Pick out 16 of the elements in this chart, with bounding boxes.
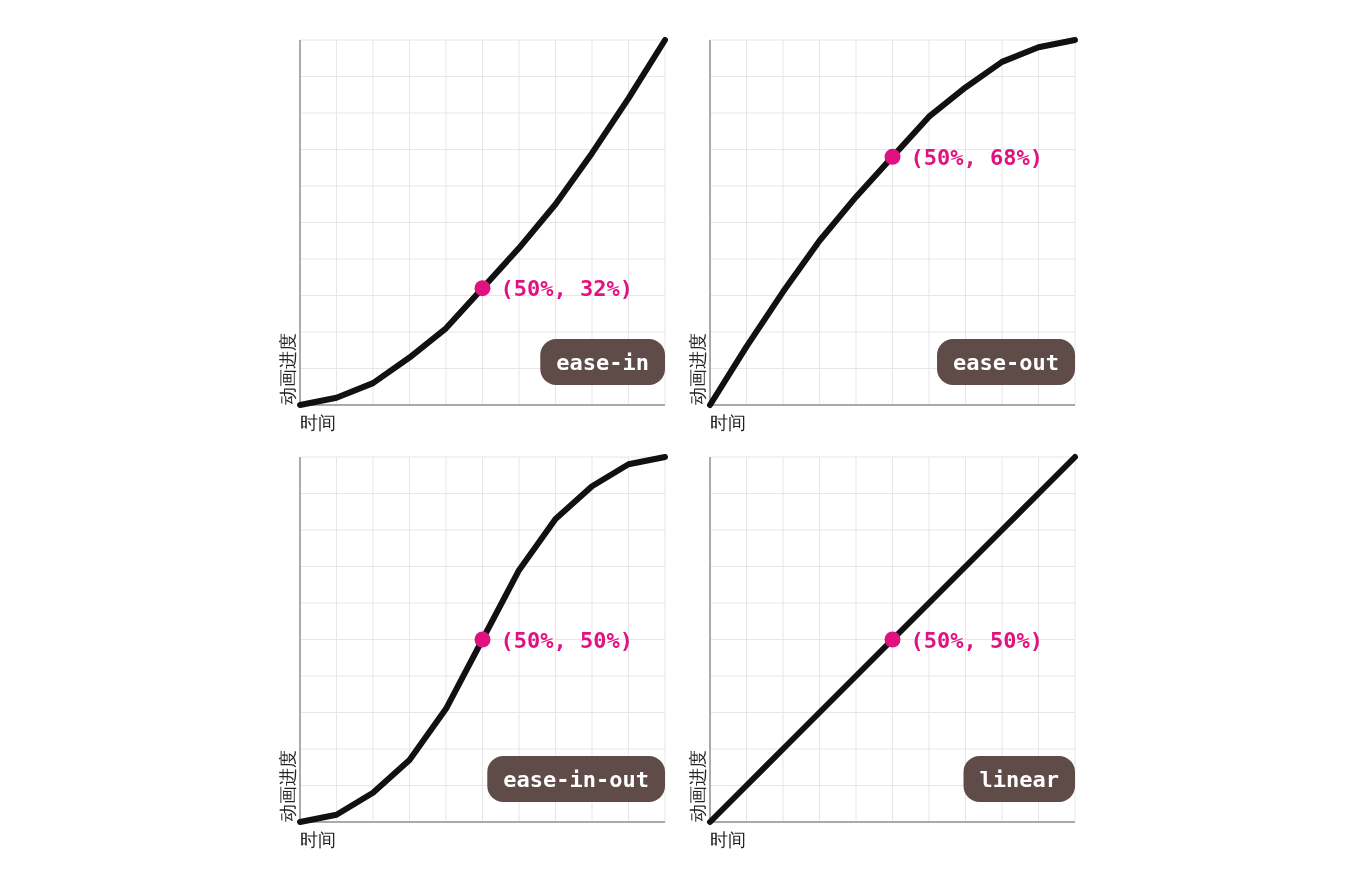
annotation: (50%, 32%) [500, 276, 633, 302]
y-axis-title: 动画进度 [687, 750, 708, 822]
x-axis-title: 时间 [710, 829, 746, 850]
annotation: (50%, 68%) [910, 144, 1043, 170]
annotation: ease-out [953, 350, 1059, 375]
x-axis-title: 时间 [300, 829, 336, 850]
annotation: ease-in-out [503, 767, 649, 792]
y-axis-title: 动画进度 [687, 333, 708, 405]
y-axis-title: 动画进度 [277, 333, 298, 405]
annotation: ease-in [556, 350, 649, 375]
annotation: (50%, 50%) [910, 627, 1043, 653]
annotation: linear [979, 767, 1059, 792]
x-axis-title: 时间 [300, 412, 336, 433]
x-axis-title: 时间 [710, 412, 746, 433]
y-axis-title: 动画进度 [277, 750, 298, 822]
annotation: (50%, 50%) [500, 627, 633, 653]
